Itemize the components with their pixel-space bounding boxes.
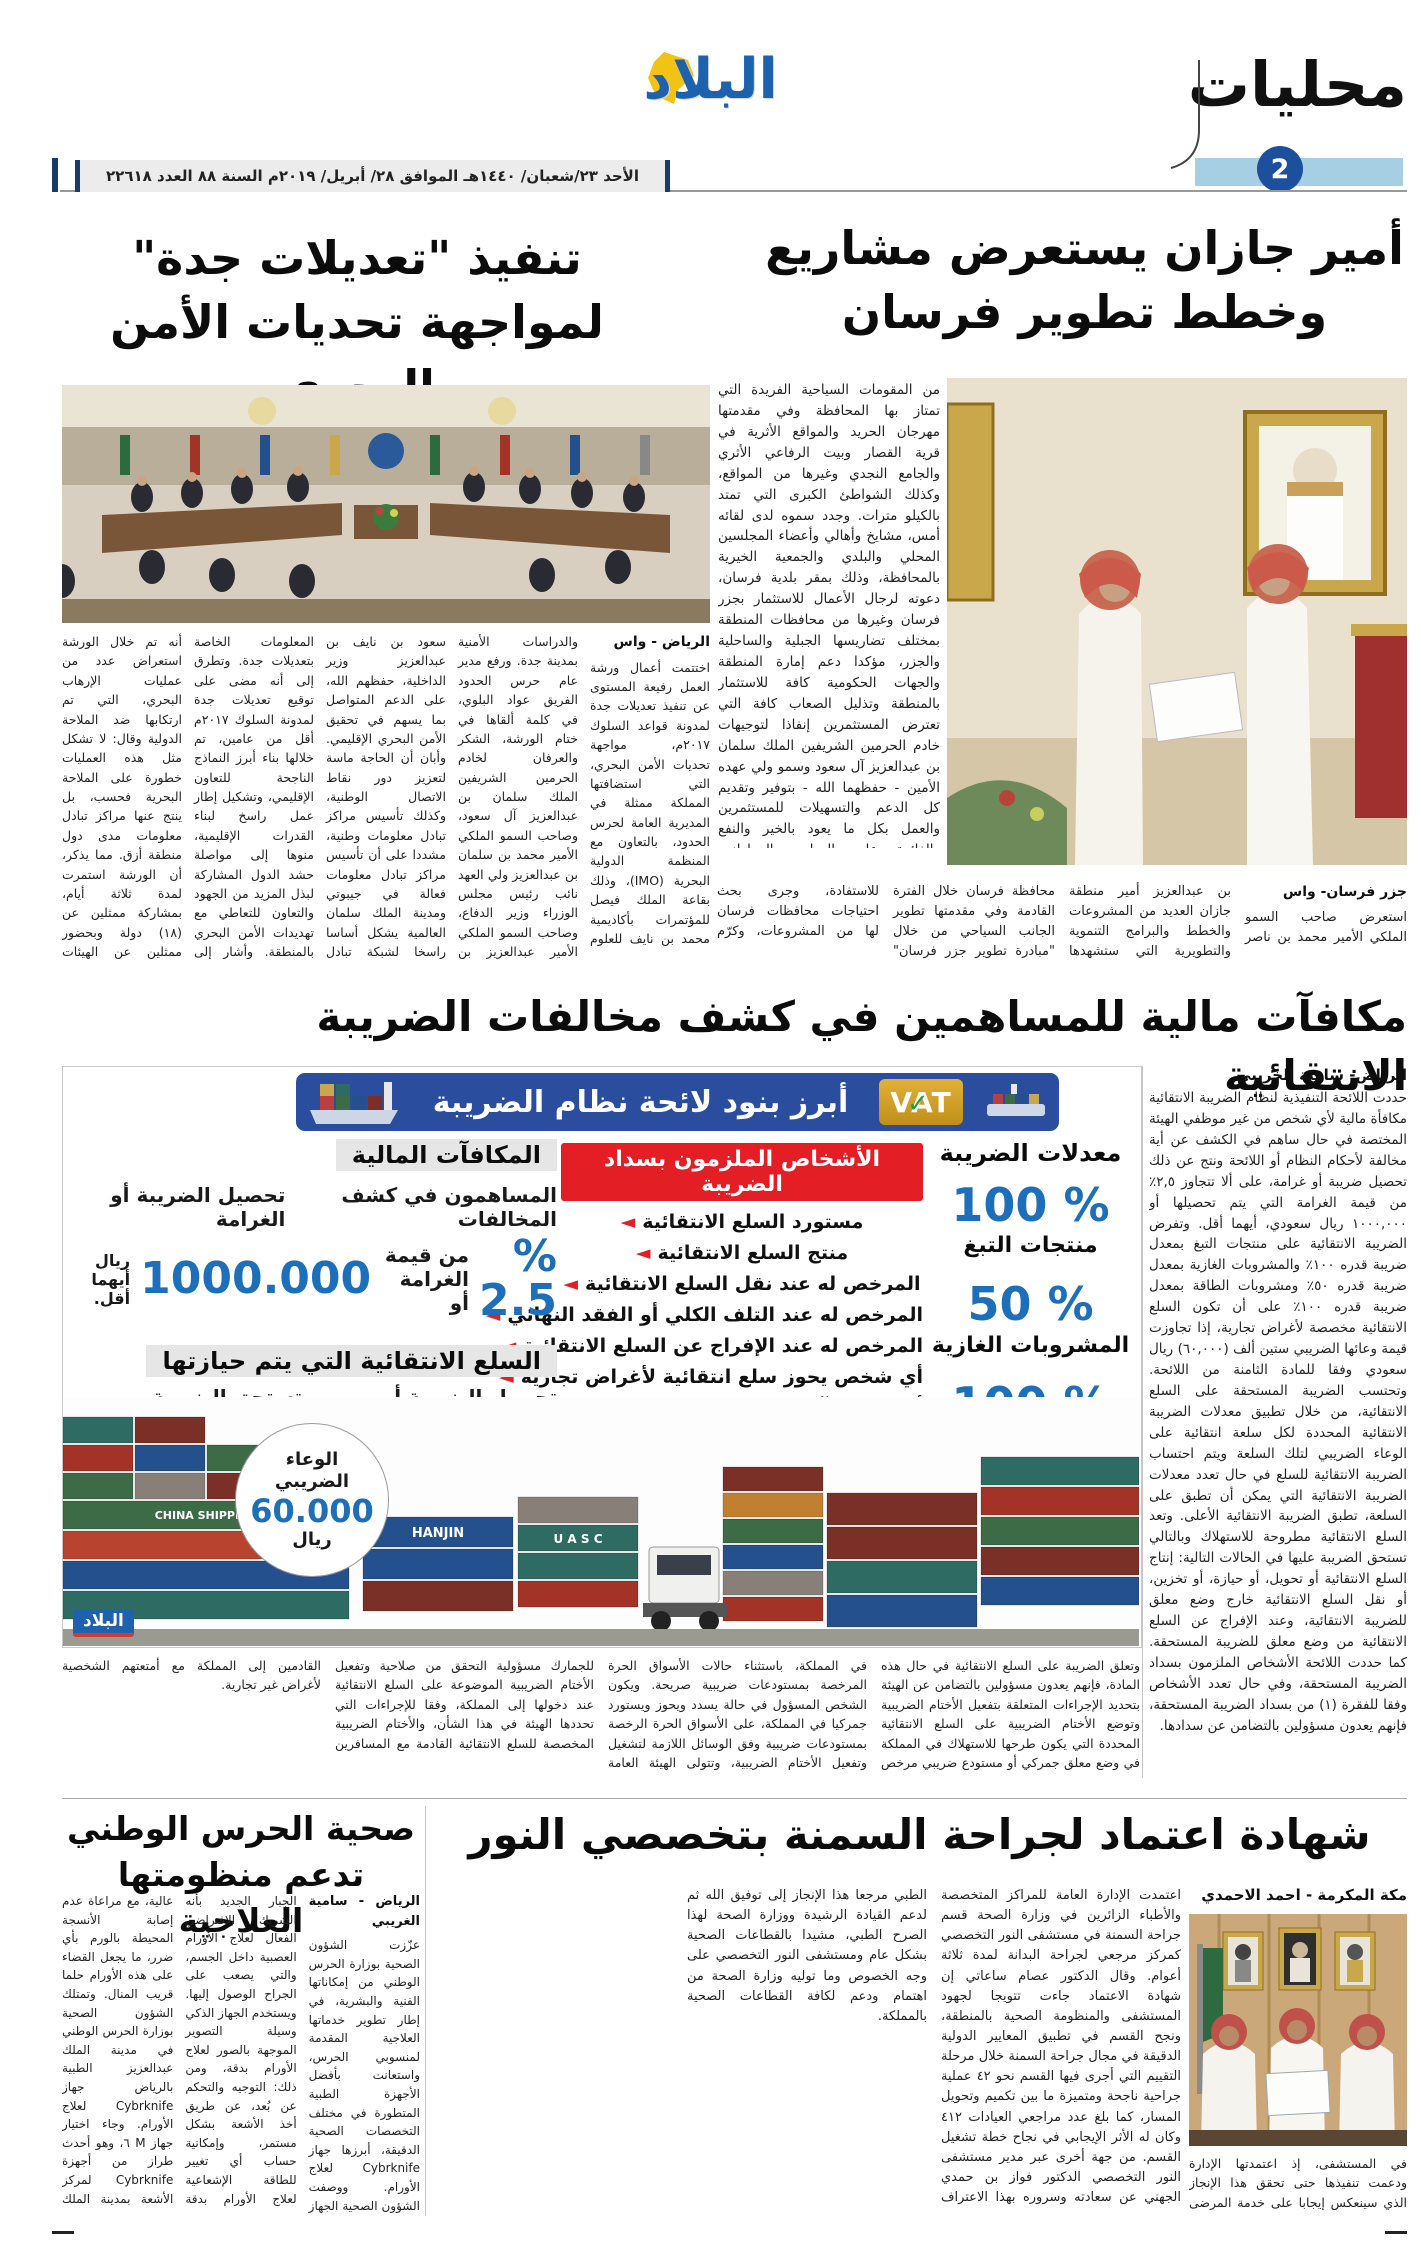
vat-logo: VAT ✓ (879, 1079, 963, 1125)
photo-watermark-logo: البلاد (73, 1609, 134, 1637)
red-arrow-icon: ◄ (485, 1304, 501, 1326)
newspaper-logo: البلاد (616, 52, 806, 156)
red-arrow-icon: ◄ (563, 1273, 579, 1295)
obligated-item: منتج السلع الانتقائية◄ (635, 1242, 849, 1264)
jeddah-photo (62, 385, 710, 623)
ship-icon (987, 1084, 1045, 1116)
vessel-label-2: الضريبي (274, 1471, 350, 1493)
rewards-amounts: % 2.5 من قيمة الغرامة أو 1000.000 ريال أ… (73, 1235, 557, 1323)
rewards-amount: 1000.000 (140, 1253, 372, 1304)
obligated-panel: الأشخاص الملزمون بسداد الضريبة مستورد ال… (485, 1143, 923, 1428)
vat-check-icon: ✓ (907, 1089, 929, 1119)
noor-photo (1189, 1914, 1407, 2146)
rewards-percent: % 2.5 (479, 1231, 557, 1326)
cargo-ship-icon (310, 1082, 398, 1124)
tax-body-continued: وتعلق الضريبة على السلع الانتقائية في حا… (62, 1658, 1140, 1770)
section-title: محليات (1187, 48, 1407, 121)
jazan-caption: جزر فرسان- واس استعرض صاحب السمو الملكي … (717, 882, 1407, 964)
infographic-title: أبرز بنود لائحة نظام الضريبة (432, 1084, 849, 1120)
margin-tick (52, 158, 58, 192)
container-label-hanjin: HANJIN (412, 1526, 464, 1541)
jazan-caption-text: استعرض صاحب السمو الملكي الأمير محمد بن … (717, 884, 1407, 960)
jazan-body: من المقومات السياحية الفريدة التي تمتاز … (718, 382, 940, 848)
jazan-photo (947, 378, 1407, 865)
obligated-header: الأشخاص الملزمون بسداد الضريبة (561, 1143, 923, 1201)
rewards-col-right: المساهمون في كشف المخالفات (341, 1183, 557, 1231)
noor-body: اعتمدت الإدارة العامة للمراكز المتخصصة و… (687, 1888, 1181, 2206)
dateline: الأحد ٢٣/شعبان/ ١٤٤٠هـ الموافق ٢٨/ أبريل… (75, 160, 670, 192)
rewards-tail-text: ريال أيهما أقل. (91, 1250, 131, 1308)
rate-label-soft-drinks: المشروبات الغازية (931, 1332, 1130, 1358)
section-divider (62, 1798, 1407, 1799)
containers-photo: CHINA SHIPPING HANJIN U A S C (63, 1397, 1139, 1646)
red-arrow-icon: ◄ (635, 1242, 651, 1264)
red-arrow-icon: ◄ (620, 1211, 636, 1233)
section-divider-curve (1170, 60, 1200, 169)
guard-body: الرياض - سامية الغريبي عزّزت الشؤون الصح… (62, 1892, 420, 2216)
guard-byline: الرياض - سامية الغريبي (308, 1894, 420, 1930)
guard-headline: صحية الحرس الوطني تدعم منظومتها العلاجية (66, 1809, 415, 1941)
noor-body-tail: في المستشفى، إذ اعتمدتها الإدارة ودعمت ت… (1189, 2156, 1407, 2216)
noor-byline: مكة المكرمة - احمد الاحمدي (1201, 1886, 1407, 1904)
obligated-item: مستورد السلع الانتقائية◄ (620, 1211, 864, 1233)
goods-header: السلع الانتقائية التي يتم حيازتها (146, 1345, 557, 1377)
vessel-unit: ريال (292, 1528, 332, 1550)
rewards-header: المكافآت المالية (335, 1139, 557, 1171)
page-number-badge: 2 (1257, 146, 1303, 192)
tax-vessel-circle: الوعاء الضريبي 60.000 ريال (235, 1423, 389, 1577)
tax-rates-header: معدلات الضريبة (939, 1139, 1122, 1167)
jeddah-byline: الرياض - واس (613, 634, 711, 650)
margin-tick (1385, 2231, 1407, 2234)
rate-label-tobacco: منتجات التبغ (963, 1233, 1098, 1259)
rate-value-tobacco: % 100 (951, 1178, 1110, 1232)
jeddah-body: الرياض - واس اختتمت أعمال ورشة العمل رفي… (62, 632, 710, 965)
obligated-item: المرخص له عند نقل السلع الانتقائية◄ (563, 1273, 921, 1295)
jeddah-body-text: اختتمت أعمال ورشة العمل رفيعة المستوى عن… (62, 634, 710, 959)
obligated-item: المرخص له عند التلف الكلي أو الفقد النها… (485, 1304, 923, 1326)
header-rule (60, 190, 1407, 192)
tax-headline: مكافآت مالية للمساهمين في كشف مخالفات ال… (316, 992, 1407, 1100)
saudi-map-icon (647, 52, 694, 104)
logo-text: البلاد (643, 47, 778, 112)
rewards-col-left: تحصيل الضريبة أو الغرامة (110, 1183, 286, 1231)
vat-logo-text: VAT (890, 1085, 952, 1119)
tax-byline: الرياض- سامية الخريبي (1236, 1066, 1407, 1084)
infographic-banner: VAT ✓ أبرز بنود لائحة نظام الضريبة (296, 1073, 1059, 1131)
noor-headline: شهادة اعتماد لجراحة السمنة بتخصصي النور (468, 1810, 1371, 1859)
rate-value-soft-drinks: % 50 (967, 1277, 1094, 1332)
tax-body: حددت اللائحة التنفيذية لنظام الضريبة الا… (1149, 1090, 1407, 1734)
jazan-headline: أمير جازان يستعرض مشاريع وخطط تطوير فرسا… (765, 221, 1404, 340)
vessel-label-1: الوعاء (285, 1448, 339, 1470)
tax-article-column: الرياض- سامية الخريبي حددت اللائحة التنف… (1149, 1066, 1407, 1784)
rewards-mid-text: من قيمة الغرامة أو (384, 1243, 470, 1315)
jazan-caption-byline: جزر فرسان- واس (1282, 884, 1407, 900)
guard-body-text: عزّزت الشؤون الصحية بوزارة الحرس الوطني … (62, 1894, 420, 2213)
vat-infographic: VAT ✓ أبرز بنود لائحة نظام الضريبة معدلا… (62, 1066, 1142, 1648)
column-divider (1142, 1066, 1143, 1778)
container-label-china-shipping: CHINA SHIPPING (155, 1509, 258, 1522)
bottom-column-divider (425, 1806, 426, 2216)
container-label-uasc: U A S C (553, 1532, 602, 1546)
vessel-amount: 60.000 (250, 1491, 374, 1530)
obligated-item: أي شخص يحوز سلع انتقائية لأغراض تجارية◄ (499, 1366, 923, 1388)
obligated-item: المرخص له عند الإفراج عن السلع الانتقائي… (502, 1335, 923, 1357)
margin-tick (52, 2231, 74, 2234)
